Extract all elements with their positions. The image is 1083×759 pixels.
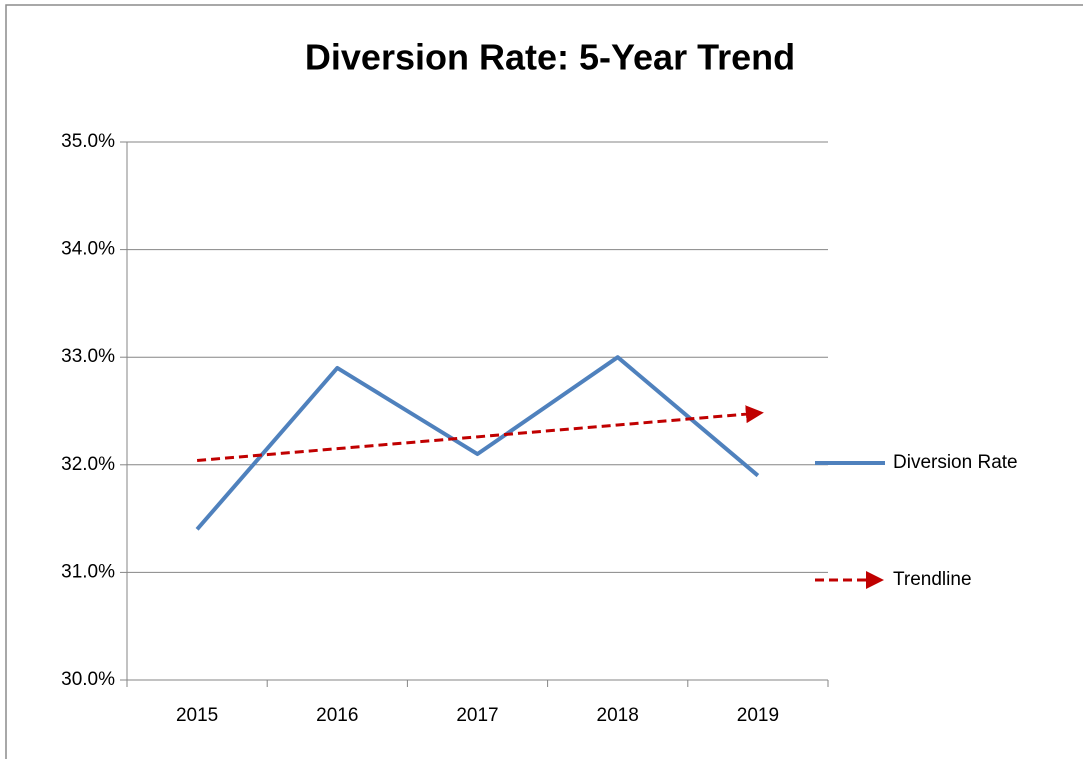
- y-tick-label: 34.0%: [61, 239, 115, 260]
- trendline: [196, 405, 764, 462]
- x-tick-label: 2016: [316, 705, 358, 726]
- chart-frame: [5, 4, 1083, 759]
- x-tick-label: 2019: [737, 705, 779, 726]
- chart-title: Diversion Rate: 5-Year Trend: [305, 37, 795, 78]
- legend-label: Trendline: [893, 569, 972, 590]
- x-tick-label: 2018: [597, 705, 639, 726]
- y-tick-label: 33.0%: [61, 346, 115, 367]
- x-tick-label: 2015: [176, 705, 218, 726]
- x-tick-label: 2017: [456, 705, 498, 726]
- y-tick-label: 30.0%: [61, 669, 115, 690]
- y-tick-label: 35.0%: [61, 131, 115, 152]
- y-tick-label: 32.0%: [61, 454, 115, 475]
- legend-label: Diversion Rate: [893, 452, 1018, 473]
- series-line: [195, 355, 760, 531]
- y-tick-label: 31.0%: [61, 561, 115, 582]
